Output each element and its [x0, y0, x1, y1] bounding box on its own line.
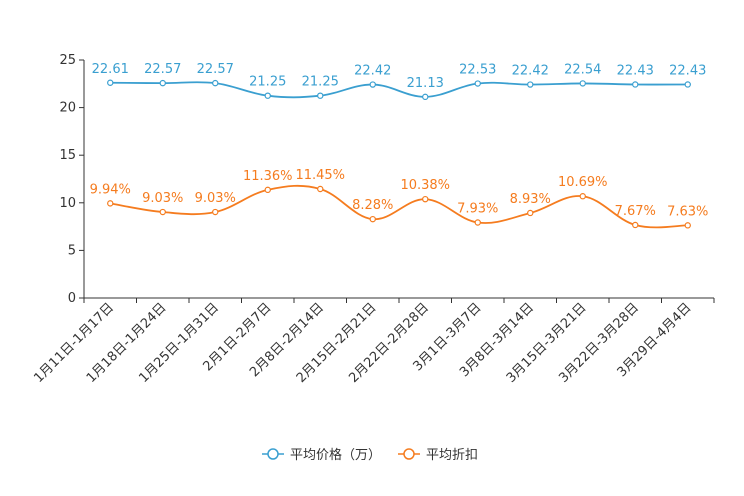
- data-point: [474, 219, 481, 226]
- data-label: 22.53: [459, 63, 496, 78]
- data-point: [369, 215, 376, 223]
- data-label: 22.57: [144, 62, 181, 77]
- data-point: [527, 209, 534, 217]
- data-point: [212, 208, 219, 216]
- data-label: 22.54: [564, 62, 601, 77]
- data-point: [212, 79, 219, 87]
- data-point: [527, 81, 534, 88]
- series-lines: 22.61 22.57 22.57 21.25 21.25 22.42 21.13 22.53…: [90, 62, 708, 229]
- legend-item-1[interactable]: 平均价格（万）: [262, 447, 381, 463]
- data-label: 9.94%: [90, 182, 131, 197]
- series-2: 9.94% 9.03% 9.03% 11.36% 11.45% 8.28% 10.38% 7.…: [90, 168, 708, 229]
- y-tick-label: 15: [59, 148, 76, 163]
- data-label: 11.45%: [295, 168, 345, 183]
- series-1: 22.61 22.57 22.57 21.25 21.25 22.42 21.13 22.53…: [92, 62, 706, 101]
- data-label: 21.25: [302, 75, 339, 90]
- data-point: [579, 193, 586, 200]
- data-point: [159, 208, 166, 216]
- data-label: 11.36%: [243, 169, 293, 184]
- data-point: [264, 186, 271, 194]
- data-label: 22.42: [512, 64, 549, 79]
- data-label: 7.67%: [615, 204, 656, 219]
- data-point: [107, 200, 114, 207]
- data-label: 8.28%: [352, 198, 393, 213]
- data-point: [264, 92, 271, 99]
- data-label: 7.93%: [457, 202, 498, 217]
- data-label: 9.03%: [142, 191, 183, 206]
- legend-item-2[interactable]: 平均折扣: [398, 448, 478, 463]
- data-point: [684, 81, 691, 88]
- y-tick-label: 25: [59, 53, 76, 68]
- y-tick-label: 0: [68, 291, 76, 306]
- data-label: 10.38%: [400, 178, 450, 193]
- data-label: 9.03%: [195, 191, 236, 206]
- data-label: 8.93%: [510, 192, 551, 207]
- legend[interactable]: 平均价格（万） 平均折扣: [262, 447, 478, 463]
- legend-label: 平均价格（万）: [290, 447, 381, 463]
- data-label: 22.57: [197, 62, 234, 77]
- data-point: [317, 92, 324, 99]
- data-point: [159, 79, 166, 87]
- legend-label: 平均折扣: [426, 448, 478, 463]
- y-tick-label: 5: [68, 243, 76, 258]
- data-label: 10.69%: [558, 175, 608, 190]
- data-label: 21.13: [407, 76, 444, 91]
- y-tick-label: 10: [59, 196, 76, 211]
- data-point: [369, 81, 376, 88]
- data-label: 22.43: [669, 63, 706, 78]
- data-point: [422, 93, 429, 101]
- data-point: [632, 221, 639, 229]
- legend-marker-icon: [267, 448, 279, 460]
- data-label: 21.25: [249, 75, 286, 90]
- data-point: [579, 80, 586, 87]
- data-point: [632, 81, 639, 88]
- data-label: 22.61: [92, 62, 129, 77]
- data-point: [684, 222, 691, 229]
- data-point: [474, 80, 481, 87]
- data-point: [317, 185, 324, 193]
- series-line: [110, 81, 688, 99]
- data-point: [422, 195, 429, 203]
- data-point: [107, 79, 114, 86]
- data-label: 7.63%: [667, 204, 708, 219]
- legend-marker-icon: [403, 448, 415, 460]
- y-tick-label: 20: [59, 101, 76, 116]
- data-label: 22.43: [617, 63, 654, 78]
- data-label: 22.42: [354, 64, 391, 79]
